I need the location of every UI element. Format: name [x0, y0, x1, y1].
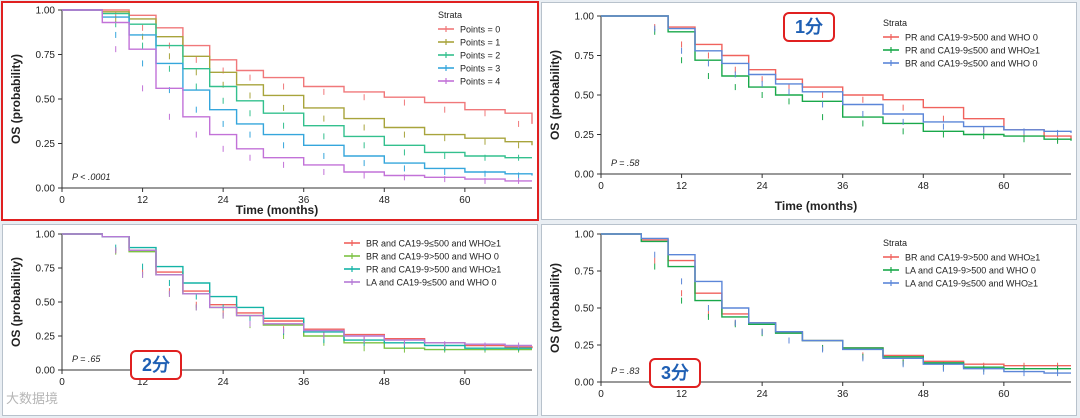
- y-axis-label: OS (probability): [9, 54, 23, 144]
- km-chart-score-3: 0.00 0.25 0.50 0.75 1.00 0 12 24 36 48 60 OS (proba…: [548, 230, 1071, 400]
- score-badge-3: 3分: [649, 358, 702, 388]
- legend-label-2: BR and CA19-9>500 and WHO 0: [366, 252, 499, 262]
- y-tick-label: 0.00: [36, 184, 56, 195]
- x-tick-label: 24: [757, 181, 769, 192]
- km-panel-score-1: 0.00 0.25 0.50 0.75 1.00 0 12 24 36 48 60 OS (proba…: [541, 2, 1077, 220]
- legend-label-3: PR and CA19-9>500 and WHO≥1: [366, 265, 501, 275]
- y-tick-label: 1.00: [575, 230, 595, 241]
- y-tick-label: 1.00: [36, 6, 56, 17]
- y-tick-label: 0.00: [36, 366, 56, 377]
- legend-label-1: PR and CA19-9>500 and WHO 0: [905, 33, 1038, 43]
- x-tick-label: 60: [459, 377, 471, 388]
- legend-title: Strata: [883, 18, 907, 28]
- y-tick-label: 0.50: [575, 304, 595, 315]
- series-line-3: [601, 15, 1072, 133]
- x-tick-label: 12: [137, 195, 149, 206]
- p-value-label: P = .65: [72, 354, 101, 364]
- legend-label-4: LA and CA19-9≤500 and WHO 0: [366, 278, 497, 288]
- x-tick-label: 48: [918, 181, 930, 192]
- y-tick-label: 0.50: [36, 298, 56, 309]
- series-line-4: [62, 9, 533, 176]
- x-tick-label: 0: [59, 377, 65, 388]
- score-badge-2: 2分: [130, 350, 183, 380]
- x-tick-label: 60: [998, 181, 1010, 192]
- legend-label-1: BR and CA19-9>500 and WHO≥1: [905, 253, 1040, 263]
- y-tick-label: 0.50: [575, 91, 595, 102]
- series-line-3: [62, 9, 532, 159]
- x-tick-label: 36: [298, 195, 310, 206]
- y-tick-label: 0.75: [575, 267, 595, 278]
- y-tick-label: 0.50: [36, 95, 56, 106]
- x-axis-label: Time (months): [236, 203, 318, 217]
- x-tick-label: 24: [218, 195, 230, 206]
- x-tick-label: 24: [757, 389, 769, 400]
- km-panel-score-2: 0.00 0.25 0.50 0.75 1.00 0 12 24 36 48 60 OS (proba…: [2, 224, 538, 416]
- km-chart-score-2: 0.00 0.25 0.50 0.75 1.00 0 12 24 36 48 60 OS (proba…: [9, 230, 533, 388]
- y-tick-label: 0.00: [575, 170, 595, 181]
- x-tick-label: 36: [837, 181, 849, 192]
- series-line-2: [62, 9, 533, 146]
- y-axis-label: OS (probability): [548, 263, 562, 353]
- y-tick-label: 0.00: [575, 378, 595, 389]
- y-tick-label: 0.25: [36, 139, 56, 150]
- y-axis-label: OS (probability): [548, 50, 562, 140]
- x-tick-label: 24: [218, 377, 230, 388]
- watermark-text: 大数据境: [6, 391, 59, 406]
- y-tick-label: 0.25: [575, 130, 595, 141]
- y-tick-label: 0.25: [575, 341, 595, 352]
- x-tick-label: 48: [379, 377, 391, 388]
- y-tick-label: 0.75: [36, 50, 56, 61]
- legend-label-2: PR and CA19-9≤500 and WHO≥1: [905, 46, 1040, 56]
- y-tick-label: 1.00: [575, 12, 595, 23]
- km-panel-score-3: 0.00 0.25 0.50 0.75 1.00 0 12 24 36 48 60 OS (proba…: [541, 224, 1077, 416]
- p-value-label: P = .83: [611, 366, 639, 376]
- legend-title: Strata: [438, 10, 462, 20]
- legend-label-3: Points = 2: [460, 51, 500, 61]
- legend-label-4: Points = 3: [460, 64, 500, 74]
- km-chart-points: 0.00 0.25 0.50 0.75 1.00 0 12 24 36 48 60 OS (proba…: [9, 6, 533, 217]
- x-tick-label: 48: [379, 195, 391, 206]
- x-tick-label: 12: [676, 389, 688, 400]
- y-tick-label: 1.00: [36, 230, 56, 241]
- legend-title: Strata: [883, 238, 907, 248]
- series-line-3: [62, 233, 532, 349]
- x-tick-label: 12: [676, 181, 688, 192]
- p-value-label: P < .0001: [72, 172, 110, 182]
- x-tick-label: 48: [918, 389, 930, 400]
- legend-label-3: LA and CA19-9≤500 and WHO≥1: [905, 279, 1038, 289]
- x-tick-label: 0: [598, 389, 604, 400]
- km-chart-score-1: 0.00 0.25 0.50 0.75 1.00 0 12 24 36 48 60 OS (proba…: [548, 12, 1072, 213]
- legend-label-2: LA and CA19-9>500 and WHO 0: [905, 266, 1036, 276]
- x-tick-label: 60: [998, 389, 1010, 400]
- km-panel-points: 0.00 0.25 0.50 0.75 1.00 0 12 24 36 48 60 OS (proba…: [1, 1, 539, 221]
- x-tick-label: 36: [298, 377, 310, 388]
- y-tick-label: 0.75: [575, 51, 595, 62]
- x-axis-label: Time (months): [775, 199, 857, 213]
- p-value-label: P = .58: [611, 158, 639, 168]
- legend-label-2: Points = 1: [460, 38, 500, 48]
- legend-label-1: Points = 0: [460, 25, 500, 35]
- x-tick-label: 0: [59, 195, 65, 206]
- legend-label-5: Points = 4: [460, 77, 500, 87]
- x-tick-label: 36: [837, 389, 849, 400]
- x-tick-label: 60: [459, 195, 471, 206]
- legend-label-3: BR and CA19-9≤500 and WHO 0: [905, 59, 1038, 69]
- score-badge-1: 1分: [783, 12, 836, 42]
- y-tick-label: 0.25: [36, 332, 56, 343]
- y-tick-label: 0.75: [36, 264, 56, 275]
- x-tick-label: 0: [598, 181, 604, 192]
- x-tick-label: 12: [137, 377, 149, 388]
- y-axis-label: OS (probability): [9, 257, 23, 347]
- legend-label-1: BR and CA19-9≤500 and WHO≥1: [366, 239, 501, 249]
